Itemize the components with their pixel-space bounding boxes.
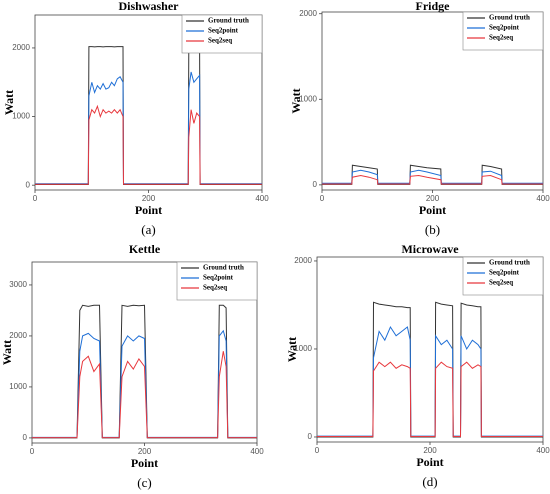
x-tick-label: 0 [30,447,35,456]
legend-box [176,261,258,301]
legend-label: Seq2point [208,27,239,35]
y-tick-label: 0 [308,432,313,441]
series-line [35,104,262,185]
x-tick-label: 0 [320,194,325,203]
chart-title: Fridge [416,0,451,13]
y-tick-label: 1000 [9,382,27,391]
legend-label: Seq2point [489,24,520,32]
chart-title: Dishwasher [118,0,179,13]
series-line [32,329,257,438]
y-tick-label: 1000 [299,94,317,103]
series-line [317,325,543,437]
x-tick-label: 400 [536,194,550,203]
series-line [35,71,262,185]
x-axis-label: Point [416,455,443,469]
y-tick-label: 2000 [294,256,312,265]
legend-label: Seq2seq [489,34,513,42]
series-line [322,164,543,185]
panel-label: (c) [137,475,151,490]
y-tick-label: 0 [23,433,28,442]
series-line [317,301,543,438]
series-line [32,351,257,439]
y-axis-label: Watt [285,337,299,362]
y-tick-label: 2000 [299,9,317,18]
x-axis-label: Point [131,456,158,470]
y-tick-label: 0 [313,180,318,189]
y-tick-label: 2000 [12,43,30,52]
y-axis-label: Watt [0,340,14,365]
panel-label: (d) [422,474,437,489]
x-tick-label: 200 [426,194,440,203]
x-tick-label: 0 [33,194,38,203]
series-line [35,45,262,185]
legend-label: Seq2seq [208,37,232,45]
legend-label: Seq2point [489,269,520,277]
x-axis-label: Point [419,203,446,217]
x-tick-label: 200 [142,194,156,203]
y-tick-label: 1000 [294,344,312,353]
y-axis-label: Watt [2,90,16,115]
series-line [322,174,543,185]
legend-label: Ground truth [203,264,244,272]
legend-label: Ground truth [208,17,249,25]
legend-label: Seq2point [203,274,234,282]
panel-label: (b) [425,222,440,237]
chart-title: Microwave [401,242,459,256]
legend-label: Seq2seq [489,279,513,287]
series-line [317,361,543,437]
x-tick-label: 400 [250,447,264,456]
x-tick-label: 0 [315,446,320,455]
series-line [32,304,257,439]
legend-label: Seq2seq [203,284,227,292]
x-tick-label: 200 [138,447,152,456]
panel-label: (a) [141,222,155,237]
x-tick-label: 400 [536,446,550,455]
legend-label: Ground truth [489,14,530,22]
x-tick-label: 200 [423,446,437,455]
y-tick-label: 1000 [12,112,30,121]
y-tick-label: 2000 [9,331,27,340]
y-axis-label: Watt [289,88,303,113]
legend-label: Ground truth [489,259,530,267]
y-tick-label: 3000 [9,280,27,289]
x-tick-label: 400 [255,194,269,203]
series-line [322,169,543,184]
x-axis-label: Point [135,203,162,217]
y-tick-label: 0 [26,180,31,189]
chart-title: Kettle [129,242,161,256]
